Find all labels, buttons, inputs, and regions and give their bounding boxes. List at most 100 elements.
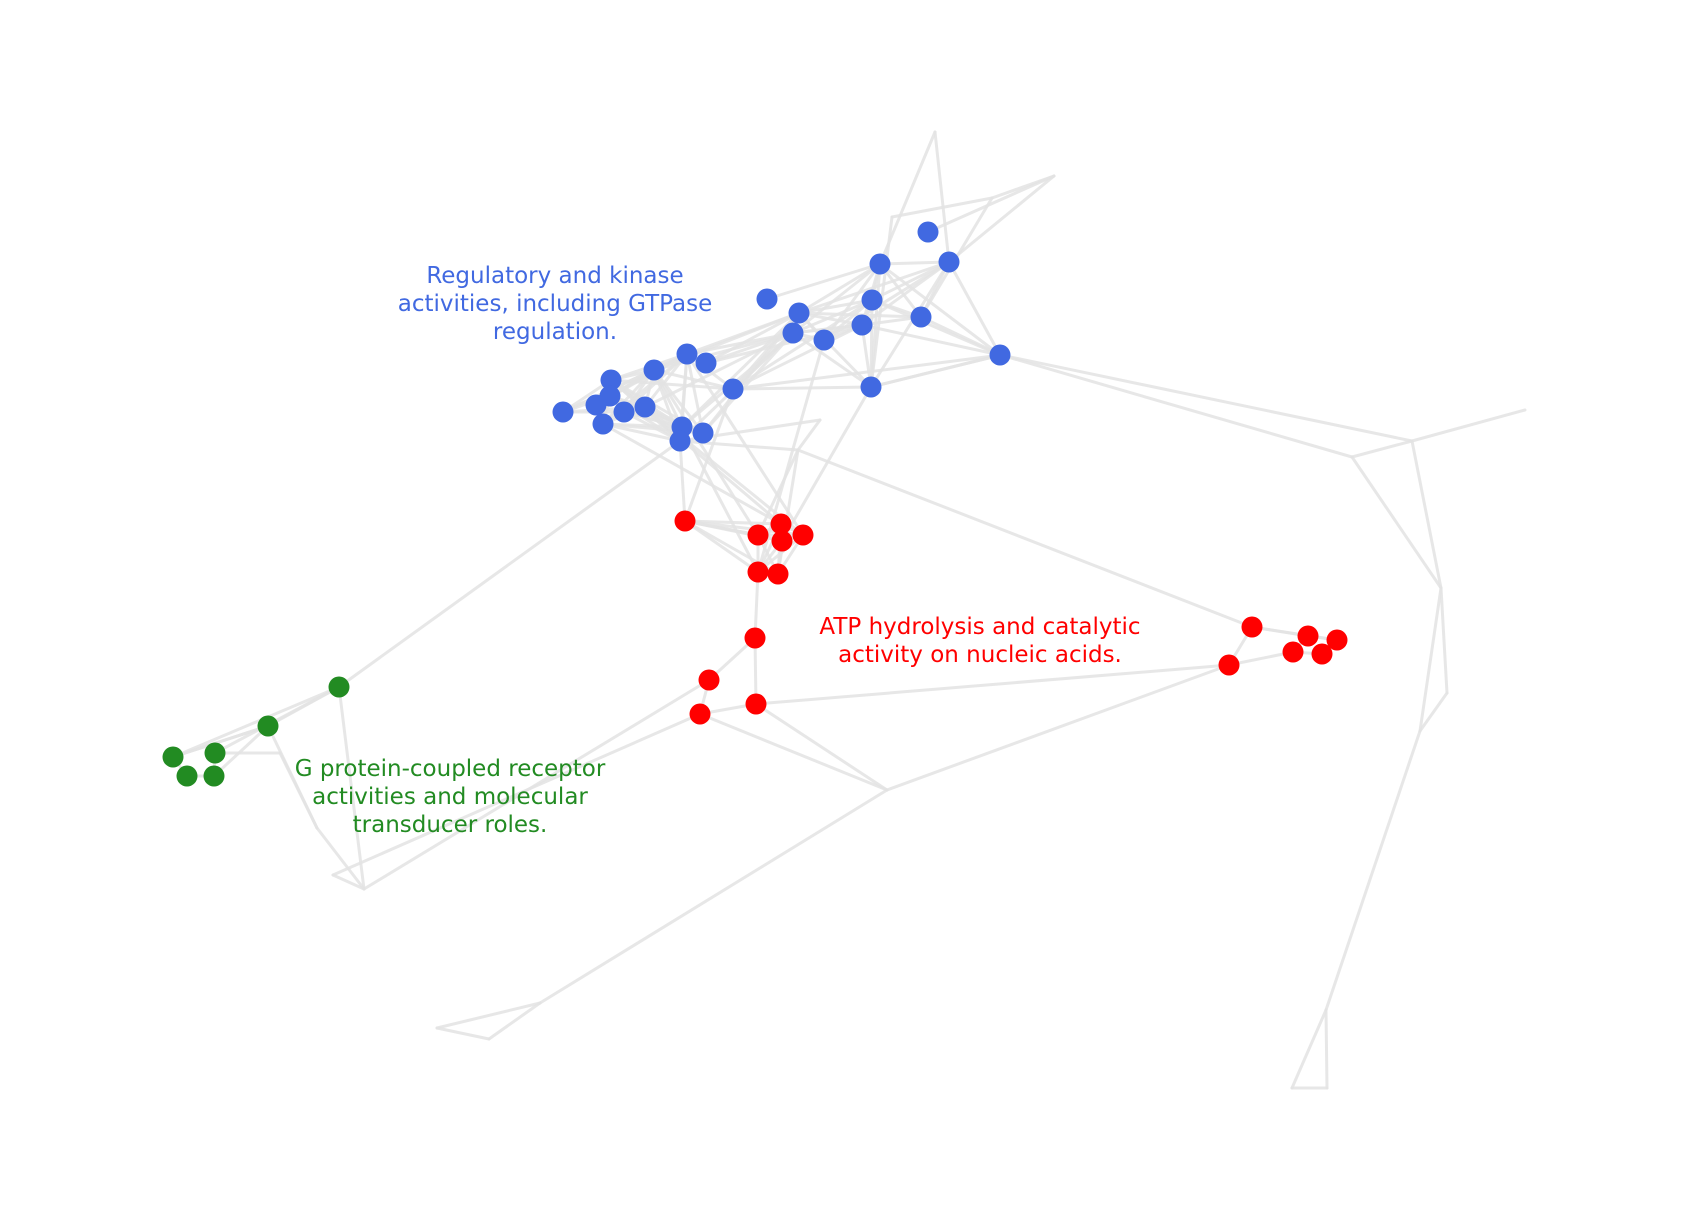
red-node-29 [792, 524, 814, 546]
blue-node-8 [782, 322, 804, 344]
graph-edge-20 [926, 174, 1056, 234]
graph-edge-87 [869, 260, 951, 389]
graph-edge-107 [680, 311, 801, 429]
graph-edge-58 [435, 1026, 491, 1041]
graph-edge-127 [791, 331, 873, 389]
blue-node-1 [938, 251, 960, 273]
graph-edge-69 [171, 685, 341, 759]
blue-node-0 [917, 221, 939, 243]
graph-edge-10 [1290, 1008, 1328, 1090]
graph-edge-61 [731, 353, 1003, 391]
red-node-26 [674, 510, 696, 532]
blue-node-4 [788, 302, 810, 324]
blue-node-24 [692, 422, 714, 444]
red-node-28 [747, 524, 769, 546]
graph-edge-77 [362, 678, 711, 891]
graph-edge-62 [337, 439, 682, 689]
green-cluster-label: G protein-coupled receptor activities an… [294, 756, 606, 838]
blue-node-7 [851, 314, 873, 336]
graph-edge-99 [797, 311, 864, 327]
graph-edge-39 [753, 570, 760, 640]
blue-node-19 [613, 401, 635, 423]
graph-edge-5 [1439, 586, 1449, 695]
graph-edge-72 [331, 712, 702, 877]
graph-edge-89 [797, 262, 882, 315]
red-node-33 [744, 627, 766, 649]
graph-edge-11 [1410, 439, 1443, 590]
graph-edge-78 [171, 724, 270, 759]
node-layer [162, 221, 1348, 787]
graph-edge-54 [885, 663, 1231, 792]
green-node-47 [176, 765, 198, 787]
graph-edge-140 [643, 352, 689, 409]
green-node-48 [203, 765, 225, 787]
graph-edge-52 [1250, 625, 1339, 642]
blue-node-13 [643, 359, 665, 381]
graph-edge-193 [685, 352, 805, 537]
blue-node-10 [989, 344, 1011, 366]
graph-edge-74 [315, 826, 366, 891]
graph-edge-71 [331, 873, 366, 891]
graph-edge-103 [704, 311, 801, 365]
red-node-30 [771, 530, 793, 552]
red-node-27 [770, 513, 792, 535]
graph-edge-55 [754, 702, 889, 792]
green-node-46 [204, 742, 226, 764]
blue-node-11 [676, 343, 698, 365]
blue-node-22 [592, 413, 614, 435]
graph-edge-147 [652, 368, 735, 391]
graph-edge-53 [698, 712, 889, 792]
graph-edge-4 [1350, 455, 1443, 590]
blue-node-2 [869, 253, 891, 275]
graph-edge-15 [947, 174, 1056, 264]
red-node-41 [1311, 643, 1333, 665]
graph-edge-27 [796, 418, 822, 452]
graph-edge-188 [601, 422, 682, 443]
graph-edge-59 [487, 1001, 542, 1041]
graph-edge-0 [999, 353, 1354, 459]
red-node-42 [1218, 654, 1240, 676]
blue-node-12 [695, 352, 717, 374]
graph-edge-13 [933, 130, 951, 264]
graph-edge-113 [870, 298, 1002, 357]
graph-edge-57 [435, 1001, 542, 1030]
red-node-37 [1241, 616, 1263, 638]
graph-edge-144 [685, 352, 705, 435]
graph-edge-194 [683, 387, 735, 523]
red-cluster-label: ATP hydrolysis and catalytic activity on… [819, 614, 1141, 668]
graph-edge-95 [878, 262, 1002, 357]
graph-edge-12 [1418, 586, 1443, 733]
blue-node-21 [552, 401, 574, 423]
graph-edge-25 [731, 385, 873, 391]
blue-node-18 [585, 394, 607, 416]
red-node-38 [1297, 625, 1319, 647]
red-node-39 [1326, 629, 1348, 651]
blue-node-20 [634, 396, 656, 418]
green-node-44 [257, 715, 279, 737]
graph-edge-132 [869, 353, 1002, 389]
graph-edge-195 [780, 385, 873, 543]
graph-edge-56 [538, 788, 889, 1005]
graph-edge-88 [765, 262, 882, 301]
blue-node-15 [722, 378, 744, 400]
blue-node-5 [861, 289, 883, 311]
red-node-36 [689, 703, 711, 725]
graph-edge-44 [754, 663, 1231, 706]
graph-edge-97 [797, 298, 874, 315]
blue-node-6 [910, 306, 932, 328]
red-node-40 [1282, 641, 1304, 663]
graph-edge-111 [791, 298, 874, 335]
graph-edge-32 [678, 439, 687, 523]
graph-edge-198 [643, 405, 805, 537]
graph-edge-196 [756, 338, 826, 574]
blue-node-3 [756, 288, 778, 310]
graph-edge-79 [212, 724, 270, 778]
graph-edge-60 [796, 448, 1254, 629]
red-node-31 [747, 561, 769, 583]
graph-edge-50 [1227, 650, 1295, 667]
graph-edge-8 [1324, 1008, 1329, 1090]
green-node-43 [328, 676, 350, 698]
graph-edge-197 [601, 422, 783, 526]
graph-edge-86 [947, 260, 1002, 357]
blue-node-16 [860, 376, 882, 398]
